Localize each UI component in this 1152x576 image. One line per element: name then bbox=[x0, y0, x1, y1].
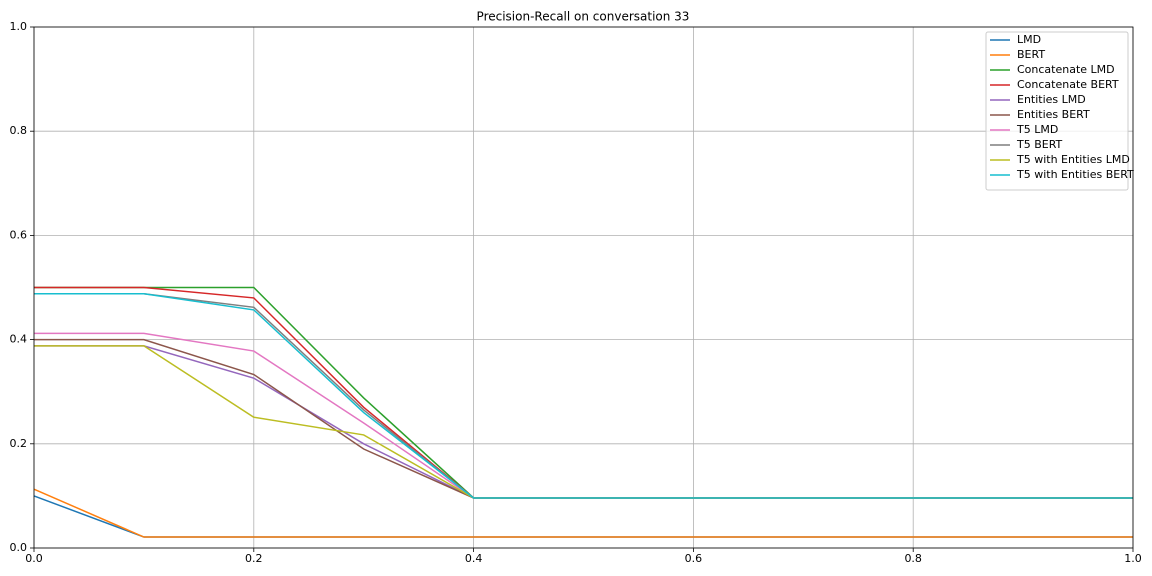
series-line bbox=[34, 293, 1133, 499]
y-tick-label: 1.0 bbox=[10, 20, 28, 33]
series-line bbox=[33, 495, 1133, 538]
y-tick-label: 0.6 bbox=[10, 228, 28, 241]
x-tick-label: 0.6 bbox=[685, 552, 703, 565]
legend-label: Concatenate BERT bbox=[1017, 78, 1119, 91]
series-line bbox=[34, 345, 1133, 499]
x-tick-label: 0.4 bbox=[465, 552, 483, 565]
series-line bbox=[34, 345, 1133, 499]
chart-title: Precision-Recall on conversation 33 bbox=[477, 10, 690, 24]
plot-frame bbox=[33, 26, 1134, 549]
x-tick-label: 0.8 bbox=[904, 552, 922, 565]
y-tick-label: 0.4 bbox=[10, 333, 28, 346]
series-line bbox=[34, 286, 1133, 499]
legend-frame bbox=[985, 31, 1129, 191]
series-line bbox=[34, 293, 1133, 499]
y-tick-label: 0.2 bbox=[10, 437, 28, 450]
legend-label: T5 with Entities BERT bbox=[1016, 168, 1134, 181]
legend-label: BERT bbox=[1017, 48, 1045, 61]
legend-label: Concatenate LMD bbox=[1017, 63, 1115, 76]
y-tick-label: 0.0 bbox=[10, 541, 28, 554]
series-line bbox=[34, 286, 1133, 499]
series-line bbox=[34, 338, 1133, 499]
series-line bbox=[34, 332, 1133, 499]
series-line bbox=[33, 488, 1133, 538]
legend-label: LMD bbox=[1017, 33, 1041, 46]
legend-label: Entities LMD bbox=[1017, 93, 1086, 106]
legend-label: T5 BERT bbox=[1016, 138, 1063, 151]
x-tick-label: 0.2 bbox=[245, 552, 263, 565]
x-tick-label: 1.0 bbox=[1124, 552, 1142, 565]
legend-label: T5 LMD bbox=[1016, 123, 1058, 136]
x-tick-label: 0.0 bbox=[25, 552, 43, 565]
legend: LMD BERT Concatenate LMD Concatenate BERT En… bbox=[985, 31, 1134, 191]
legend-label: T5 with Entities LMD bbox=[1016, 153, 1130, 166]
y-tick-label: 0.8 bbox=[10, 124, 28, 137]
legend-label: Entities BERT bbox=[1017, 108, 1090, 121]
